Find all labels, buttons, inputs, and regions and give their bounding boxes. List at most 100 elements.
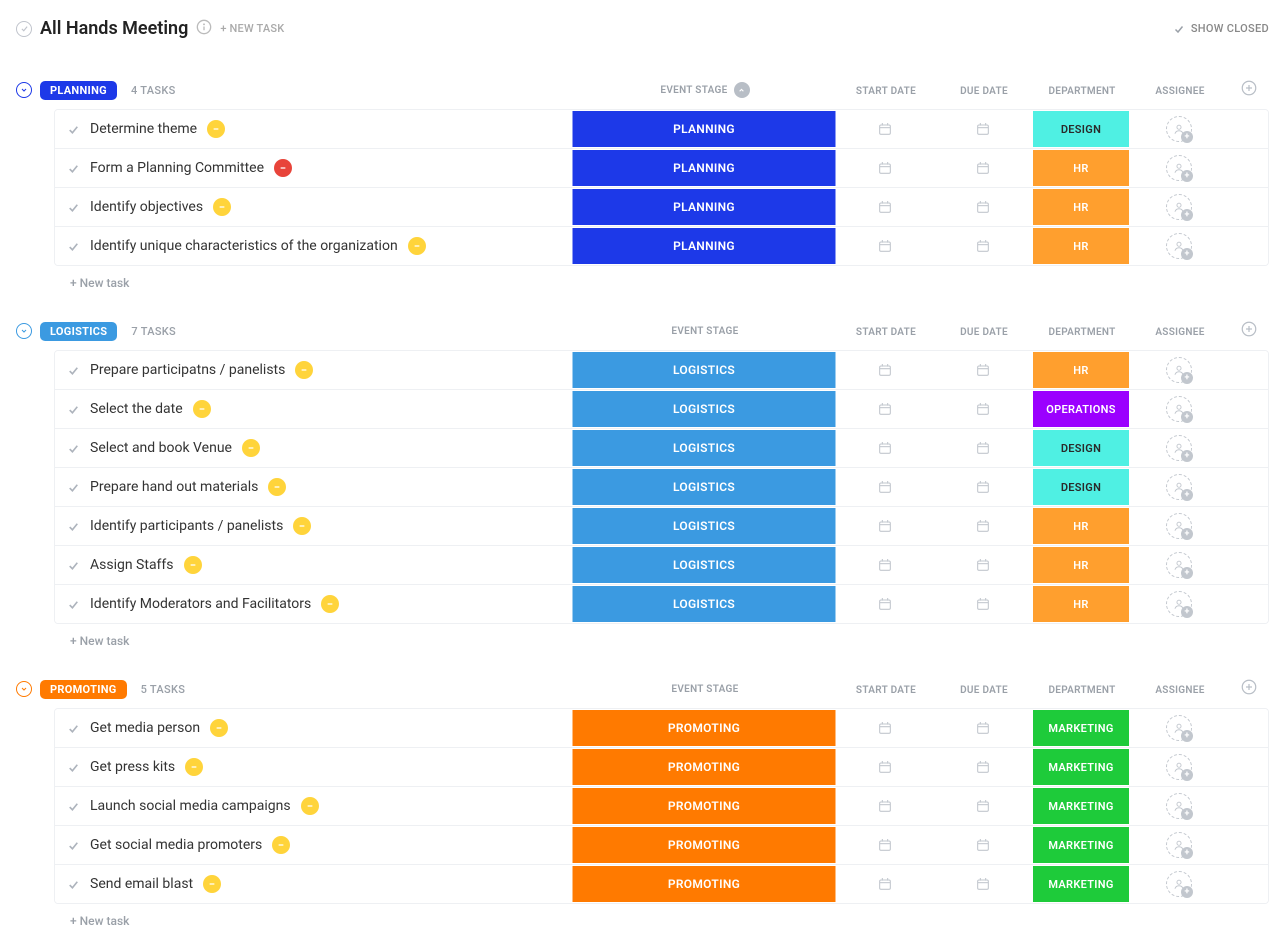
task-main[interactable]: Identify objectives [55,188,572,226]
col-event-stage[interactable]: EVENT STAGE [660,85,727,96]
start-date-cell[interactable] [836,390,934,428]
col-start-date[interactable]: START DATE [856,86,916,97]
add-assignee-icon[interactable]: + [1182,451,1192,461]
start-date-cell[interactable] [836,709,934,747]
add-assignee-icon[interactable]: + [1182,770,1192,780]
department-pill[interactable]: DESIGN [1033,469,1129,505]
complete-check-icon[interactable] [67,201,80,214]
start-date-cell[interactable] [836,507,934,545]
assignee-placeholder-icon[interactable]: + [1166,513,1192,539]
start-date-cell[interactable] [836,865,934,903]
task-name[interactable]: Select the date [90,401,183,417]
new-task-row[interactable]: + New task [70,266,1269,292]
priority-icon[interactable] [210,719,228,737]
department-cell[interactable]: HR [1032,228,1130,264]
complete-check-icon[interactable] [67,123,80,136]
due-date-cell[interactable] [934,188,1032,226]
add-assignee-icon[interactable]: + [1182,210,1192,220]
sort-indicator-icon[interactable] [734,82,750,98]
assignee-cell[interactable]: + [1130,748,1228,786]
assignee-placeholder-icon[interactable]: + [1166,591,1192,617]
department-cell[interactable]: HR [1032,508,1130,544]
complete-check-icon[interactable] [67,722,80,735]
add-assignee-icon[interactable]: + [1182,249,1192,259]
task-row[interactable]: Prepare hand out materialsLOGISTICS DESIG… [55,468,1268,507]
department-pill[interactable]: HR [1033,352,1129,388]
group-name-badge[interactable]: LOGISTICS [40,322,117,341]
assignee-cell[interactable]: + [1130,110,1228,148]
list-status-icon[interactable] [16,21,32,37]
assignee-cell[interactable]: + [1130,507,1228,545]
assignee-cell[interactable]: + [1130,709,1228,747]
task-row[interactable]: Assign StaffsLOGISTICSHR+ [55,546,1268,585]
task-main[interactable]: Prepare hand out materials [55,468,572,506]
event-stage-cell[interactable]: LOGISTICS [572,469,836,505]
add-column-button[interactable] [1240,684,1258,700]
complete-check-icon[interactable] [67,442,80,455]
department-pill[interactable]: HR [1033,150,1129,186]
task-main[interactable]: Select and book Venue [55,429,572,467]
task-main[interactable]: Identify Moderators and Facilitators [55,585,572,623]
assignee-cell[interactable]: + [1130,826,1228,864]
col-department[interactable]: DEPARTMENT [1048,86,1115,97]
add-column-button[interactable] [1240,326,1258,342]
task-main[interactable]: Get social media promoters [55,826,572,864]
event-stage-cell[interactable]: LOGISTICS [572,547,836,583]
due-date-cell[interactable] [934,468,1032,506]
assignee-cell[interactable]: + [1130,149,1228,187]
assignee-placeholder-icon[interactable]: + [1166,552,1192,578]
task-row[interactable]: Get press kitsPROMOTINGMARKETING+ [55,748,1268,787]
department-cell[interactable]: HR [1032,352,1130,388]
complete-check-icon[interactable] [67,520,80,533]
task-main[interactable]: Identify participants / panelists [55,507,572,545]
add-assignee-icon[interactable]: + [1182,490,1192,500]
task-name[interactable]: Prepare participatns / panelists [90,362,285,378]
task-name[interactable]: Identify objectives [90,199,203,215]
event-stage-cell[interactable]: PROMOTING [572,788,836,824]
complete-check-icon[interactable] [67,403,80,416]
new-task-button[interactable]: + NEW TASK [220,22,284,35]
assignee-placeholder-icon[interactable]: + [1166,116,1192,142]
due-date-cell[interactable] [934,429,1032,467]
task-main[interactable]: Get press kits [55,748,572,786]
due-date-cell[interactable] [934,787,1032,825]
task-main[interactable]: Determine theme [55,110,572,148]
event-stage-cell[interactable]: LOGISTICS [572,430,836,466]
task-row[interactable]: Select the dateLOGISTICSOPERATIONS+ [55,390,1268,429]
complete-check-icon[interactable] [67,761,80,774]
assignee-cell[interactable]: + [1130,468,1228,506]
col-department[interactable]: DEPARTMENT [1048,685,1115,696]
start-date-cell[interactable] [836,351,934,389]
priority-icon[interactable] [272,836,290,854]
col-due-date[interactable]: DUE DATE [960,327,1008,338]
start-date-cell[interactable] [836,468,934,506]
task-name[interactable]: Identify participants / panelists [90,518,283,534]
col-start-date[interactable]: START DATE [856,327,916,338]
department-pill[interactable]: DESIGN [1033,430,1129,466]
assignee-cell[interactable]: + [1130,429,1228,467]
event-stage-cell[interactable]: PROMOTING [572,866,836,902]
assignee-placeholder-icon[interactable]: + [1166,435,1192,461]
task-name[interactable]: Get press kits [90,759,175,775]
col-assignee[interactable]: ASSIGNEE [1155,685,1204,696]
start-date-cell[interactable] [836,110,934,148]
department-pill[interactable]: HR [1033,586,1129,622]
start-date-cell[interactable] [836,429,934,467]
col-department[interactable]: DEPARTMENT [1048,327,1115,338]
assignee-cell[interactable]: + [1130,227,1228,265]
priority-icon[interactable] [213,198,231,216]
due-date-cell[interactable] [934,546,1032,584]
due-date-cell[interactable] [934,227,1032,265]
priority-icon[interactable] [268,478,286,496]
department-pill[interactable]: HR [1033,508,1129,544]
event-stage-cell[interactable]: PLANNING [572,228,836,264]
department-pill[interactable]: MARKETING [1033,827,1129,863]
task-row[interactable]: Select and book VenueLOGISTICS DESIGN + [55,429,1268,468]
due-date-cell[interactable] [934,351,1032,389]
col-due-date[interactable]: DUE DATE [960,685,1008,696]
add-assignee-icon[interactable]: + [1182,731,1192,741]
due-date-cell[interactable] [934,110,1032,148]
task-name[interactable]: Assign Staffs [90,557,174,573]
due-date-cell[interactable] [934,748,1032,786]
department-pill[interactable]: MARKETING [1033,749,1129,785]
